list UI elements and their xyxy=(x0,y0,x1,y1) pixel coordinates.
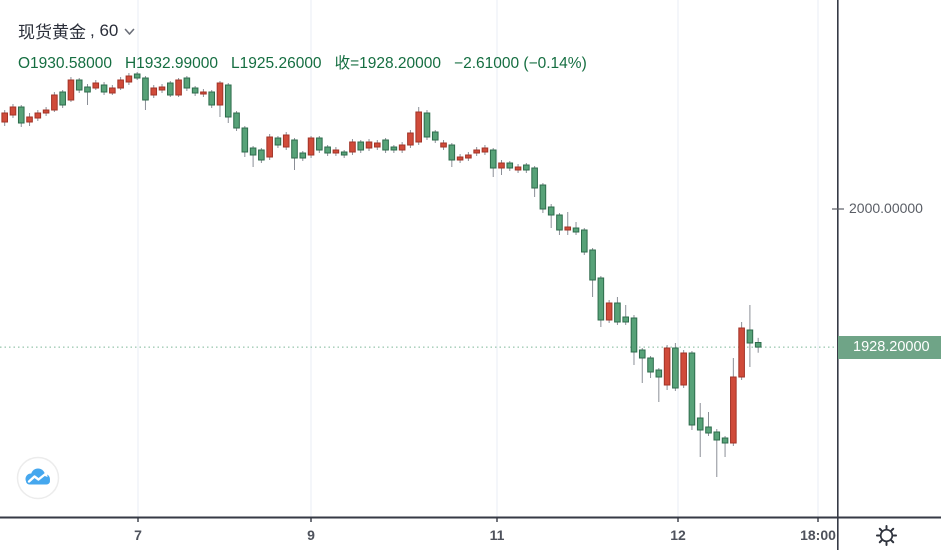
ohlc-legend: O1930.58000 H1932.99000 L1925.26000 收=1928.… xyxy=(18,51,587,73)
ohlc-open: O1930.58000 xyxy=(18,55,112,72)
ohlc-close: 收=1928.20000 xyxy=(334,55,442,72)
chart-legend: 现货黄金, 60 O1930.58000 H1932.99000 L1925.260… xyxy=(18,18,587,73)
ohlc-change: −2.61000 (−0.14%) xyxy=(454,55,587,72)
broker-logo[interactable] xyxy=(16,456,60,500)
settings-gear-button[interactable] xyxy=(873,522,900,549)
last-price-value: 1928.20000 xyxy=(853,338,930,355)
cloud-chart-logo-icon xyxy=(16,456,60,500)
price-scale-label[interactable]: 2000.00000 xyxy=(849,200,923,216)
symbol-interval: , 60 xyxy=(90,20,119,40)
ohlc-high: H1932.99000 xyxy=(124,55,219,72)
ohlc-low: L1925.26000 xyxy=(231,55,322,72)
gear-icon xyxy=(875,524,898,547)
symbol-title[interactable]: 现货黄金, 60 xyxy=(18,18,587,43)
symbol-name: 现货黄金 xyxy=(18,23,86,42)
chevron-down-icon[interactable] xyxy=(124,28,135,36)
last-price-tag: 1928.20000 xyxy=(838,335,941,359)
